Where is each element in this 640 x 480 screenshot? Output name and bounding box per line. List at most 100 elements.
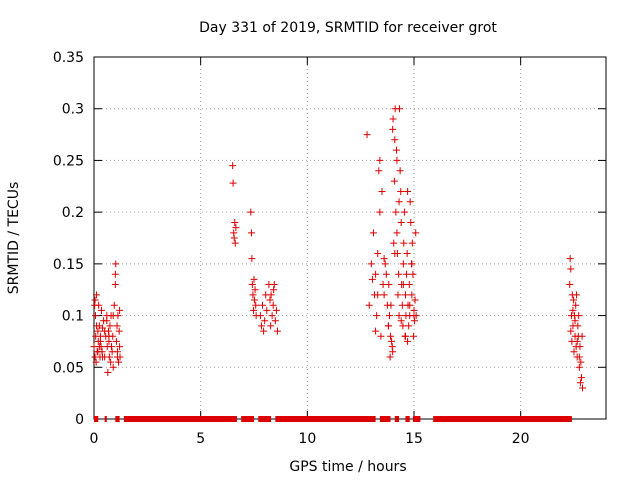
data-point — [109, 312, 117, 320]
data-point — [106, 322, 114, 330]
data-point — [263, 306, 271, 314]
data-point — [270, 286, 278, 294]
data-point — [247, 229, 255, 237]
zero-value-segment — [115, 416, 120, 422]
data-point — [95, 343, 103, 351]
data-point — [395, 312, 403, 320]
data-point — [408, 239, 416, 247]
data-point — [405, 281, 413, 289]
data-point — [91, 312, 99, 320]
data-point — [387, 301, 395, 309]
data-point — [92, 332, 100, 340]
data-point — [411, 296, 419, 304]
data-point — [566, 281, 574, 289]
data-point — [385, 281, 393, 289]
data-point — [391, 136, 399, 144]
data-point — [367, 260, 375, 268]
zero-value-segment — [104, 416, 107, 422]
data-point — [260, 327, 268, 335]
data-point — [395, 105, 403, 113]
data-point — [387, 332, 395, 340]
data-point — [572, 301, 580, 309]
data-point — [97, 306, 105, 314]
data-point — [272, 306, 280, 314]
data-point — [394, 291, 402, 299]
data-point — [409, 270, 417, 278]
data-point — [576, 379, 584, 387]
zero-value-segment — [433, 416, 572, 422]
data-point — [247, 208, 255, 216]
data-point — [257, 322, 265, 330]
data-point — [372, 270, 380, 278]
data-point — [393, 156, 401, 164]
data-point — [363, 131, 371, 139]
data-point — [410, 312, 418, 320]
data-point — [573, 337, 581, 345]
data-point — [570, 296, 578, 304]
data-point — [268, 312, 276, 320]
data-point — [231, 239, 239, 247]
y-tick-label: 0.1 — [62, 309, 84, 325]
data-point — [395, 270, 403, 278]
x-axis-ticks: 0 5 10 15 20 — [90, 57, 530, 447]
y-axis-label: SRMTID / TECUs — [6, 182, 22, 295]
plot-frame — [93, 56, 607, 420]
data-point — [374, 291, 382, 299]
data-point — [407, 218, 415, 226]
data-point — [266, 296, 274, 304]
zero-value-segment — [241, 416, 254, 422]
data-point — [393, 229, 401, 237]
data-point — [248, 281, 256, 289]
data-point — [575, 312, 583, 320]
y-tick-label: 0.35 — [53, 50, 84, 66]
data-point — [256, 312, 264, 320]
data-point — [374, 250, 382, 258]
data-point — [397, 218, 405, 226]
data-point — [404, 337, 412, 345]
data-point — [575, 353, 583, 361]
zero-value-segment — [258, 416, 272, 422]
data-point — [406, 198, 414, 206]
data-point — [95, 301, 103, 309]
data-point — [376, 208, 384, 216]
zero-value-segment — [275, 416, 376, 422]
data-point — [395, 198, 403, 206]
data-point — [248, 255, 256, 263]
zero-value-band — [94, 416, 572, 422]
data-point — [388, 337, 396, 345]
data-point — [251, 286, 259, 294]
data-point — [269, 301, 277, 309]
data-point — [400, 208, 408, 216]
data-point — [271, 317, 279, 325]
data-point — [375, 167, 383, 175]
data-point — [112, 260, 120, 268]
y-tick-label: 0.15 — [53, 257, 84, 273]
data-point — [115, 358, 123, 366]
data-point — [381, 260, 389, 268]
data-point — [377, 332, 385, 340]
data-point — [380, 291, 388, 299]
y-tick-label: 0.3 — [62, 102, 84, 118]
data-point — [373, 312, 381, 320]
data-point — [578, 332, 586, 340]
data-point — [573, 291, 581, 299]
data-point — [107, 358, 115, 366]
data-point — [111, 270, 119, 278]
data-point — [93, 322, 101, 330]
data-point — [109, 363, 117, 371]
grid-lines — [94, 57, 606, 419]
plot-axes — [93, 56, 607, 420]
data-point — [112, 337, 120, 345]
data-point — [403, 270, 411, 278]
y-tick-label: 0.2 — [62, 205, 84, 221]
data-points — [90, 105, 587, 392]
data-point — [267, 291, 275, 299]
data-point — [391, 250, 399, 258]
data-point — [571, 317, 579, 325]
data-point — [93, 291, 101, 299]
data-point — [382, 270, 390, 278]
data-point — [250, 306, 258, 314]
zero-value-segment — [394, 416, 400, 422]
data-point — [410, 332, 418, 340]
data-point — [369, 229, 377, 237]
